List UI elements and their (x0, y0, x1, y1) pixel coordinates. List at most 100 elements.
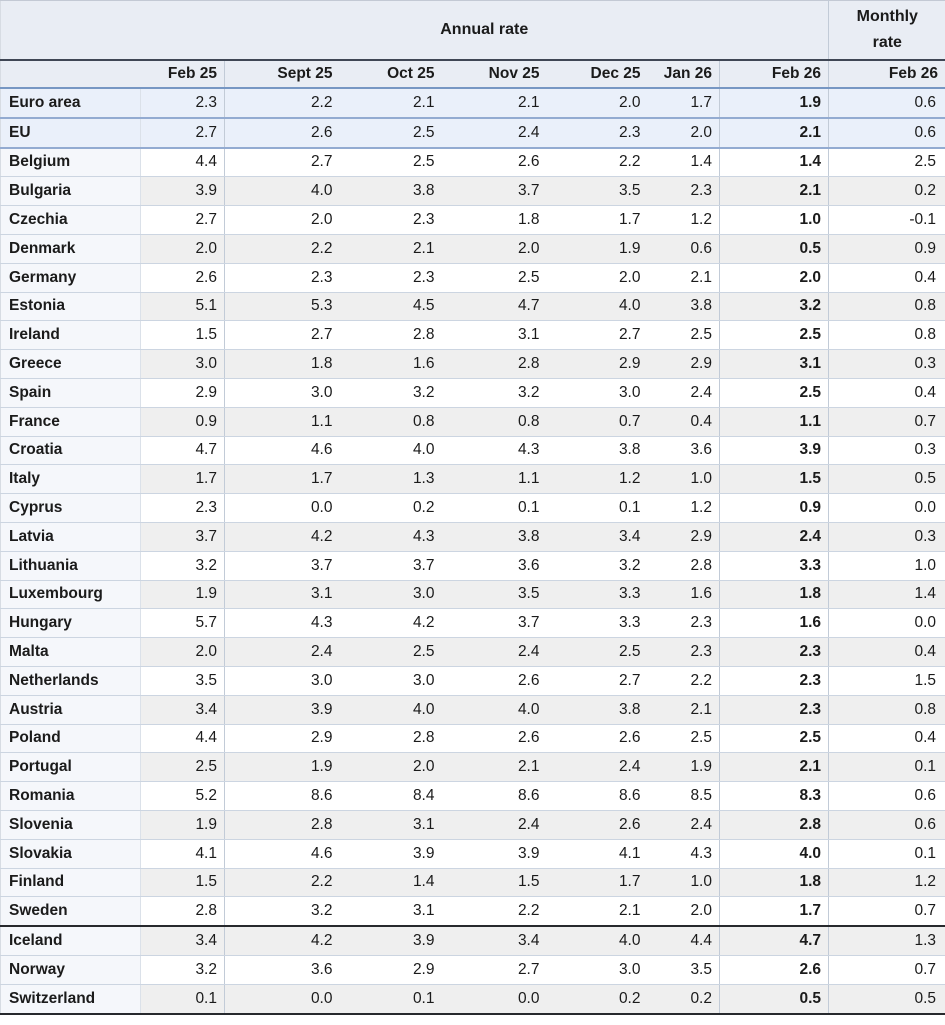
table-row: Czechia 2.7 2.0 2.3 1.8 1.7 1.2 1.0 -0.1 (0, 205, 945, 235)
monthly-rate-cell: 0.6 (828, 781, 945, 811)
annual-rate-cell: 2.1 (719, 176, 830, 207)
annual-rate-cell: 0.4 (647, 407, 720, 437)
annual-rate-cell: 2.0 (441, 234, 547, 264)
monthly-rate-cell: 0.7 (828, 407, 945, 437)
table-row: Iceland 3.4 4.2 3.9 3.4 4.0 4.4 4.7 1.3 (0, 925, 945, 956)
annual-rate-cell: 2.0 (224, 205, 340, 235)
annual-rate-cell: 2.5 (719, 320, 830, 351)
annual-rate-cell: 2.3 (546, 117, 648, 149)
country-cell: Netherlands (0, 666, 141, 696)
country-cell: Slovakia (0, 839, 141, 869)
annual-rate-header: Annual rate (140, 0, 829, 61)
annual-rate-cell: 2.3 (339, 205, 442, 235)
annual-rate-cell: 3.2 (441, 378, 547, 408)
country-cell: Denmark (0, 234, 141, 264)
annual-rate-cell: 2.5 (719, 724, 830, 754)
column-header: Feb 25 (140, 60, 225, 89)
annual-rate-cell: 3.7 (441, 176, 547, 207)
annual-rate-cell: 1.8 (719, 580, 830, 610)
annual-rate-cell: 1.3 (339, 464, 442, 495)
annual-rate-cell: 1.0 (647, 464, 720, 495)
table-row: Luxembourg 1.9 3.1 3.0 3.5 3.3 1.6 1.8 1.4 (0, 580, 945, 610)
country-cell: Greece (0, 349, 141, 379)
annual-rate-cell: 2.1 (647, 263, 720, 293)
monthly-rate-cell: 0.8 (828, 320, 945, 351)
table-row: Slovakia 4.1 4.6 3.9 3.9 4.1 4.3 4.0 0.1 (0, 839, 945, 869)
monthly-column-header: Feb 26 (828, 60, 945, 89)
annual-rate-cell: 2.4 (441, 117, 547, 149)
annual-rate-cell: 3.2 (339, 378, 442, 408)
annual-rate-cell: 4.6 (224, 436, 340, 466)
annual-rate-cell: 1.6 (647, 580, 720, 610)
column-header: Nov 25 (441, 60, 547, 89)
annual-rate-cell: 0.2 (546, 984, 648, 1015)
annual-rate-cell: 1.4 (719, 147, 830, 178)
annual-rate-cell: 3.9 (339, 925, 442, 956)
monthly-rate-cell: -0.1 (828, 205, 945, 235)
table-row: Spain 2.9 3.0 3.2 3.2 3.0 2.4 2.5 0.4 (0, 378, 945, 408)
table-row: Hungary 5.7 4.3 4.2 3.7 3.3 2.3 1.6 0.0 (0, 608, 945, 639)
annual-rate-cell: 0.6 (647, 234, 720, 264)
table-row: Denmark 2.0 2.2 2.1 2.0 1.9 0.6 0.5 0.9 (0, 234, 945, 264)
annual-rate-cell: 2.5 (719, 378, 830, 408)
annual-rate-cell: 8.6 (546, 781, 648, 811)
table-row: Slovenia 1.9 2.8 3.1 2.4 2.6 2.4 2.8 0.6 (0, 810, 945, 840)
country-cell: Lithuania (0, 551, 141, 581)
annual-rate-cell: 8.3 (719, 781, 830, 811)
annual-rate-cell: 3.0 (546, 378, 648, 408)
annual-rate-cell: 3.0 (224, 666, 340, 696)
country-cell: Italy (0, 464, 141, 495)
monthly-rate-cell: 1.3 (828, 925, 945, 956)
country-cell: Spain (0, 378, 141, 408)
annual-rate-cell: 1.4 (647, 147, 720, 178)
monthly-rate-cell: 0.4 (828, 378, 945, 408)
annual-rate-cell: 0.1 (546, 493, 648, 523)
country-cell: Estonia (0, 292, 141, 322)
annual-rate-cell: 2.3 (647, 176, 720, 207)
annual-rate-cell: 2.6 (441, 147, 547, 178)
country-cell: Bulgaria (0, 176, 141, 207)
annual-rate-cell: 3.7 (224, 551, 340, 581)
country-cell: Hungary (0, 608, 141, 639)
annual-rate-cell: 2.1 (546, 896, 648, 927)
annual-rate-cell: 2.7 (224, 320, 340, 351)
annual-rate-cell: 3.9 (441, 839, 547, 869)
annual-rate-cell: 3.7 (339, 551, 442, 581)
table-row: Romania 5.2 8.6 8.4 8.6 8.6 8.5 8.3 0.6 (0, 781, 945, 811)
annual-rate-cell: 1.2 (647, 493, 720, 523)
annual-rate-cell: 1.2 (546, 464, 648, 495)
annual-rate-cell: 2.0 (647, 117, 720, 149)
annual-rate-cell: 2.0 (647, 896, 720, 927)
annual-rate-cell: 3.5 (140, 666, 225, 696)
annual-rate-cell: 2.8 (647, 551, 720, 581)
annual-rate-cell: 3.8 (546, 695, 648, 725)
annual-rate-cell: 3.5 (647, 955, 720, 985)
annual-rate-cell: 1.6 (719, 608, 830, 639)
annual-rate-cell: 4.7 (140, 436, 225, 466)
country-cell: France (0, 407, 141, 437)
annual-rate-cell: 2.8 (719, 810, 830, 840)
annual-rate-cell: 3.4 (140, 925, 225, 956)
annual-rate-cell: 3.5 (546, 176, 648, 207)
monthly-rate-cell: 0.0 (828, 608, 945, 639)
annual-rate-cell: 1.8 (441, 205, 547, 235)
annual-rate-cell: 2.1 (441, 752, 547, 783)
annual-rate-cell: 0.2 (647, 984, 720, 1015)
monthly-rate-cell: 0.7 (828, 955, 945, 985)
corner-cell (0, 0, 141, 61)
annual-rate-cell: 4.4 (140, 724, 225, 754)
annual-rate-cell: 2.0 (546, 263, 648, 293)
header-group-row: Annual rate Monthly rate (0, 0, 945, 61)
annual-rate-cell: 1.0 (647, 868, 720, 898)
table-row: Cyprus 2.3 0.0 0.2 0.1 0.1 1.2 0.9 0.0 (0, 493, 945, 523)
annual-rate-cell: 3.1 (224, 580, 340, 610)
monthly-rate-cell: 1.4 (828, 580, 945, 610)
annual-rate-cell: 8.5 (647, 781, 720, 811)
annual-rate-cell: 2.9 (647, 349, 720, 379)
table-row: Switzerland 0.1 0.0 0.1 0.0 0.2 0.2 0.5 0.5 (0, 984, 945, 1015)
table-row: Lithuania 3.2 3.7 3.7 3.6 3.2 2.8 3.3 1.0 (0, 551, 945, 581)
annual-rate-cell: 2.8 (339, 320, 442, 351)
monthly-rate-cell: 0.8 (828, 695, 945, 725)
annual-rate-cell: 3.6 (441, 551, 547, 581)
column-header: Feb 26 (719, 60, 830, 89)
